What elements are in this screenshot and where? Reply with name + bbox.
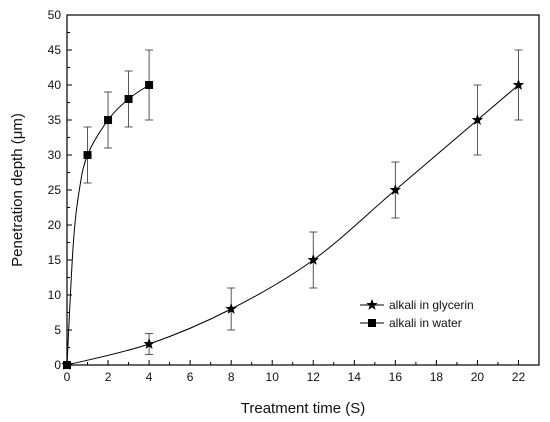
legend: alkali in glycerin alkali in water	[360, 298, 474, 330]
x-tick-label: 8	[228, 370, 235, 384]
legend-marker	[368, 319, 376, 327]
x-tick-label: 16	[389, 370, 403, 384]
data-point	[124, 95, 133, 103]
y-tick-label: 50	[48, 8, 62, 22]
axis-ticks: 0 2 4 6 8 10 12 14 16 18 20 22 0 5 10 15 20 25 30 35 40 45 50	[48, 8, 526, 384]
y-axis-title: Penetration depth (μm)	[9, 113, 26, 267]
y-tick-label: 0	[54, 358, 61, 372]
y-tick-label: 30	[48, 148, 62, 162]
y-tick-label: 40	[48, 78, 62, 92]
y-tick-label: 35	[48, 113, 62, 127]
data-point	[225, 303, 237, 314]
plot-frame	[66, 14, 540, 366]
legend-marker	[366, 299, 378, 310]
x-tick-label: 10	[266, 370, 280, 384]
y-tick-label: 15	[48, 253, 62, 267]
data-point	[83, 151, 92, 159]
y-tick-label: 45	[48, 43, 62, 57]
legend-label: alkali in water	[389, 316, 462, 330]
x-tick-label: 2	[105, 370, 112, 384]
data-point	[307, 254, 319, 265]
data-point	[145, 81, 154, 89]
x-tick-label: 14	[348, 370, 362, 384]
data-point	[471, 114, 484, 125]
x-tick-label: 0	[64, 370, 71, 384]
y-tick-label: 20	[48, 218, 62, 232]
x-tick-label: 18	[430, 370, 444, 384]
x-tick-label: 6	[187, 370, 194, 384]
data-point	[143, 338, 155, 349]
x-tick-label: 4	[146, 370, 153, 384]
data-markers	[61, 79, 525, 370]
y-tick-label: 25	[48, 183, 62, 197]
x-tick-label: 22	[512, 370, 526, 384]
y-tick-label: 5	[54, 323, 61, 337]
x-tick-label: 12	[307, 370, 321, 384]
data-point	[512, 79, 525, 90]
data-point	[63, 361, 71, 369]
data-point	[389, 184, 402, 195]
x-axis-title: Treatment time (S)	[241, 400, 365, 417]
legend-label: alkali in glycerin	[389, 298, 474, 312]
data-point	[104, 116, 113, 124]
x-tick-label: 20	[471, 370, 485, 384]
y-tick-label: 10	[48, 288, 62, 302]
